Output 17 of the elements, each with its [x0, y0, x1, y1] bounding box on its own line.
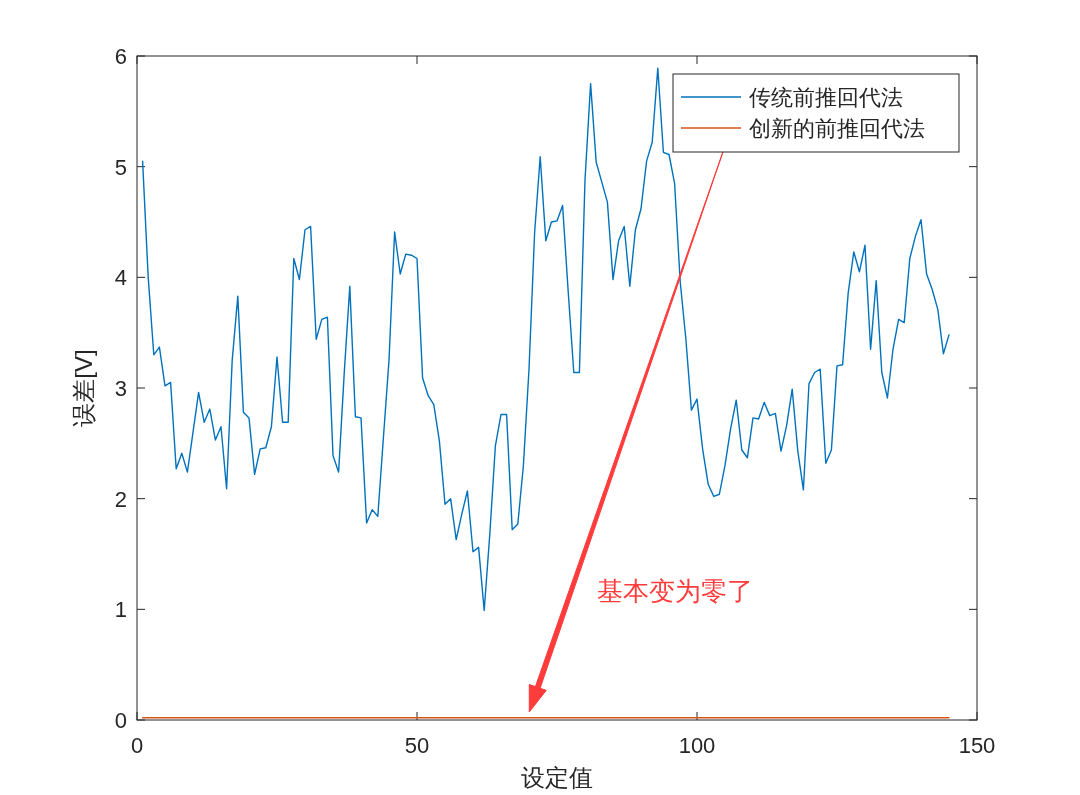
- y-tick-label: 5: [114, 154, 127, 180]
- y-tick-label: 4: [114, 265, 127, 291]
- line-series: [141, 67, 950, 612]
- y-tick-label: 3: [114, 376, 127, 401]
- x-tick-label: 150: [958, 733, 996, 758]
- x-tick-label: 100: [678, 733, 716, 758]
- x-tick-label: 50: [404, 733, 430, 758]
- y-tick-label: 0: [114, 708, 127, 733]
- y-tick-label: 2: [114, 486, 127, 512]
- y-tick-label: 6: [114, 44, 127, 69]
- legend-label: 传统前推回代法: [749, 85, 903, 110]
- x-tick-label: 0: [130, 733, 144, 758]
- annotation: 基本变为零了: [597, 576, 754, 607]
- y-tick-label: 1: [114, 597, 127, 623]
- x-axis-title: 设定值: [521, 764, 593, 791]
- y-axis-title: 误差[V]: [70, 349, 97, 427]
- legend-label: 创新的前推回代法: [749, 116, 925, 141]
